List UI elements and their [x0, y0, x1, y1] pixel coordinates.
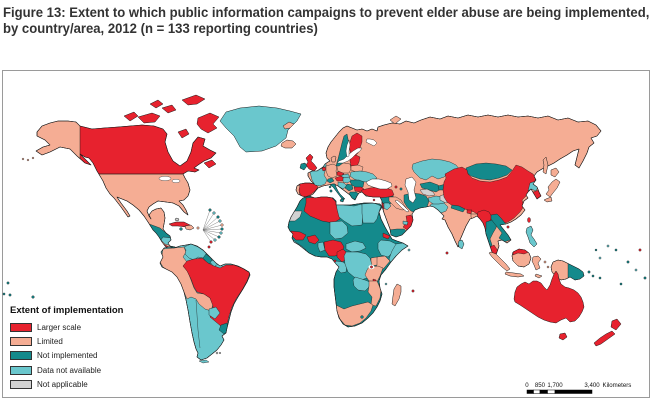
svg-text:1,700: 1,700	[547, 382, 563, 389]
svg-text:850: 850	[535, 382, 546, 389]
svg-text:0: 0	[525, 382, 529, 389]
svg-text:3,400: 3,400	[584, 382, 600, 389]
svg-text:Kilometers: Kilometers	[603, 382, 632, 389]
